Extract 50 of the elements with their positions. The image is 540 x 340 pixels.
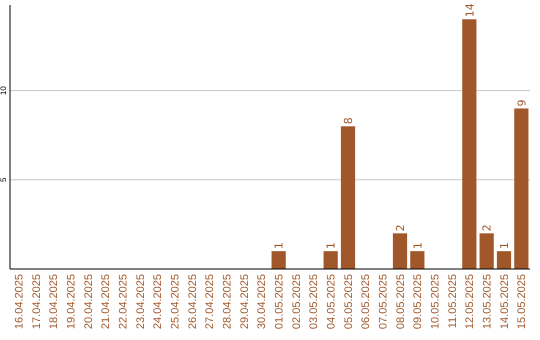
- x-tick-label: 28.04.2025: [222, 274, 234, 330]
- x-tick-label: 26.04.2025: [186, 274, 199, 330]
- data-label: 14: [463, 3, 476, 18]
- x-tick-label: 25.04.2025: [170, 274, 182, 330]
- bar: [410, 251, 424, 269]
- x-tick-label: 04.05.2025: [326, 274, 338, 330]
- x-tick-label: 23.04.2025: [134, 274, 147, 330]
- x-tick-label: 01.05.2025: [274, 274, 286, 330]
- data-label: 9: [515, 99, 528, 106]
- bar: [496, 251, 512, 269]
- x-tick-label: 30.04.2025: [256, 274, 268, 330]
- x-tick-label: 16.04.2025: [14, 274, 26, 330]
- x-tick-label: 09.05.2025: [412, 274, 424, 330]
- data-label: 1: [411, 242, 424, 250]
- data-label: 8: [342, 117, 355, 124]
- x-tick-label: 15.05.2025: [516, 274, 528, 330]
- data-label: 1: [498, 242, 511, 250]
- x-tick-label: 24.04.2025: [152, 274, 164, 330]
- y-tick-label: 10: [0, 86, 8, 96]
- x-tick-label: 02.05.2025: [290, 274, 303, 330]
- x-tick-label: 14.05.2025: [498, 274, 511, 330]
- x-tick-label: 13.05.2025: [482, 274, 494, 330]
- y-tick-label: 5: [0, 177, 8, 182]
- x-tick-label: 08.05.2025: [394, 274, 407, 330]
- data-label: 1: [272, 242, 286, 250]
- bar: [272, 251, 286, 269]
- x-tick-label: 07.05.2025: [378, 274, 390, 330]
- bar: [392, 233, 408, 269]
- x-tick-label: 11.05.2025: [446, 274, 459, 328]
- data-label: 2: [394, 224, 407, 232]
- x-tick-label: 05.05.2025: [342, 274, 355, 330]
- x-tick-label: 12.05.2025: [464, 274, 476, 330]
- data-label: 1: [324, 242, 338, 250]
- x-tick-label: 29.04.2025: [238, 274, 251, 330]
- bar: [480, 233, 494, 269]
- x-tick-label: 03.05.2025: [308, 274, 320, 330]
- x-tick-label: 27.04.2025: [204, 274, 216, 330]
- bar: [462, 19, 476, 269]
- bar: [340, 126, 356, 269]
- x-tick-label: 10.05.2025: [430, 274, 442, 330]
- x-tick-label: 22.04.2025: [118, 274, 130, 330]
- x-tick-label: 06.05.2025: [360, 274, 372, 330]
- x-tick-label: 20.04.2025: [82, 274, 95, 330]
- x-tick-label: 17.04.2025: [30, 274, 43, 330]
- x-tick-label: 18.04.2025: [48, 274, 60, 330]
- x-tick-label: 19.04.2025: [66, 274, 78, 330]
- bar: [514, 108, 528, 269]
- bar: [324, 251, 338, 269]
- x-tick-label: 21.04.2025: [100, 274, 112, 330]
- data-label: 2: [480, 224, 494, 232]
